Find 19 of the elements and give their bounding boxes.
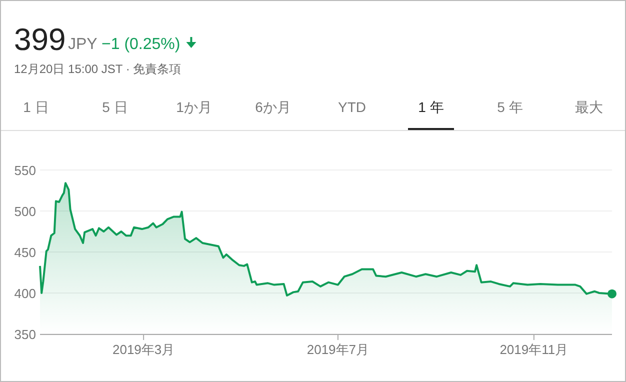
y-tick-label: 350 bbox=[14, 327, 36, 342]
text: 1か月 bbox=[176, 99, 212, 115]
x-tick-label: 2019年7月 bbox=[306, 342, 370, 357]
text: 6か月 bbox=[255, 99, 291, 115]
y-tick-label: 400 bbox=[14, 286, 36, 301]
text: YTD bbox=[338, 99, 366, 115]
x-tick-label: 2019年11月 bbox=[500, 342, 568, 357]
text: 1 年 bbox=[418, 99, 444, 115]
y-tick-label: 450 bbox=[14, 245, 36, 260]
x-tick-label: 2019年3月 bbox=[112, 342, 175, 357]
y-tick-label: 500 bbox=[14, 204, 36, 219]
text: 12月20日 15:00 JST · 免責条項 bbox=[14, 62, 182, 76]
y-tick-label: 550 bbox=[14, 163, 36, 178]
text: 5 日 bbox=[102, 99, 128, 115]
text: 1 日 bbox=[23, 99, 49, 115]
text: 最大 bbox=[575, 99, 603, 115]
chart-title: 399 bbox=[14, 22, 66, 57]
chart-subtitle: JPY −1 (0.25%) bbox=[68, 36, 180, 53]
text: 5 年 bbox=[497, 99, 523, 115]
